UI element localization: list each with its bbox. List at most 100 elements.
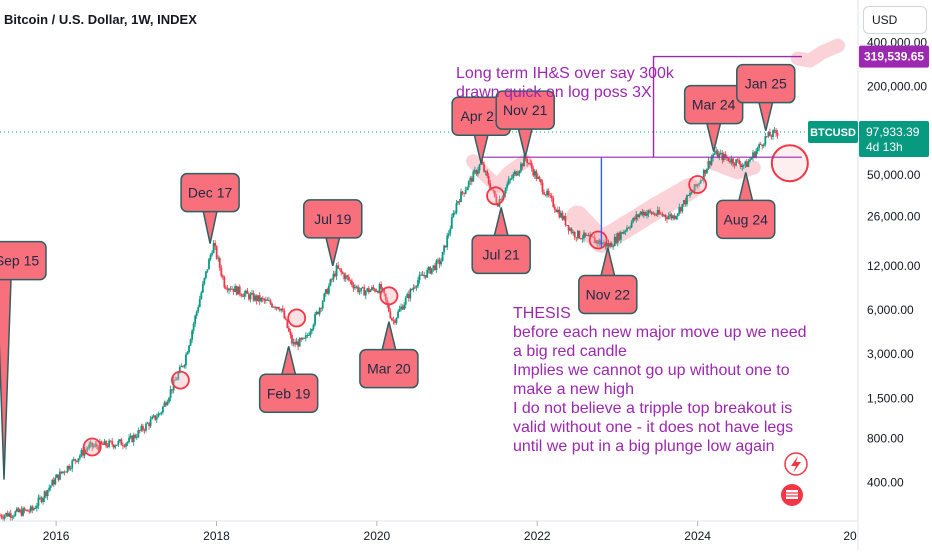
thesis-line: before each new major move up we need [513,324,807,341]
y-tick-label: 1,500.00 [867,391,914,405]
candle-body [344,275,347,280]
callout-pointer [0,277,12,480]
candle-body [424,275,427,278]
candle-body [347,277,350,281]
candle-body [220,267,223,276]
candle-body [203,277,206,284]
candle-body [756,147,759,152]
candle-body [66,465,69,472]
candle-body [138,430,141,431]
candle-body [735,159,738,166]
candle-body [111,441,114,445]
x-tick-label: 2022 [524,529,551,543]
callout-label: Aug 24 [724,211,769,227]
candle-body [580,238,582,240]
candle-body [518,170,521,174]
y-tick-label: 6,000.00 [867,303,914,317]
candle-body [662,214,665,216]
candle-body [555,209,558,213]
y-tick-label: 800.00 [867,432,904,446]
candle-body [721,152,724,161]
candle-body [240,294,243,296]
ihs-note-line: drawn quick on log poss 3X [456,84,652,101]
candle-body [301,337,304,340]
date-callouts: Sep 15 Dec 17 Feb 19 Jul 19 Mar 20 Apr 21 Jul … [0,63,796,480]
candle-body [166,401,169,406]
red-candle-circle [82,437,102,457]
pattern-stroke [790,38,845,68]
candle-body [467,181,470,188]
candle-body [383,288,386,294]
candle-body [134,434,137,438]
candle-body [255,295,258,301]
candle-body [556,209,559,213]
callout-box [495,90,555,130]
candle-body [295,341,298,345]
candle-body [403,304,406,310]
candle-body [596,240,599,244]
candle-body [583,232,585,239]
red-candle-circle [486,186,505,206]
candle-body [477,170,479,174]
y-tick-label: 3,000.00 [867,347,914,361]
callout-label: Feb 19 [267,385,311,401]
candle-body [186,352,189,355]
callout-pointer [202,209,219,244]
candle-body [547,190,550,196]
candle-body [231,288,233,290]
candle-body [709,161,711,165]
callout-pointer [705,121,722,152]
candle-body [261,297,264,299]
candle-body [311,329,313,332]
candle-body [8,513,11,517]
candle-body [268,300,270,302]
candle-body [349,280,352,282]
candle-body [458,201,461,203]
candle-body [263,298,266,301]
candle-body [469,177,472,182]
candle-body [16,508,18,512]
candle-body [675,216,678,219]
candle-body [523,157,525,167]
candle-body [515,171,518,176]
candle-body [125,443,127,447]
candle-body [581,238,584,240]
candle-body [695,184,698,187]
candle-body [767,131,770,137]
candle-body [489,183,492,190]
candle-body [14,511,17,516]
candle-body [418,274,421,281]
candle-body [573,231,576,238]
candle-body [584,232,587,236]
candle-body [129,435,132,438]
candle-body [343,273,346,280]
candle-body [57,474,60,480]
candle-body [208,259,210,270]
candle-body [397,311,399,318]
candle-body [363,287,366,296]
candle-body [178,367,181,374]
candle-body [449,228,452,234]
candle-body [615,236,618,243]
red-candle-circle [588,230,608,250]
candle-body [627,227,630,229]
candle-body [237,286,240,295]
candle-body [120,439,123,446]
callout-box [0,240,47,281]
candle-body [69,468,72,470]
candle-body [497,204,499,207]
candle-body [693,184,696,191]
candle-body [483,164,485,172]
callout-pointer [280,346,297,377]
candle-body [314,314,316,325]
currency-button[interactable]: USD [863,6,927,34]
candle-body [666,217,668,220]
candle-body [341,272,344,274]
callout-box [359,348,419,389]
candle-body [635,214,638,220]
candle-body [372,287,375,289]
candle-body [773,130,776,132]
candle-body [598,240,601,244]
